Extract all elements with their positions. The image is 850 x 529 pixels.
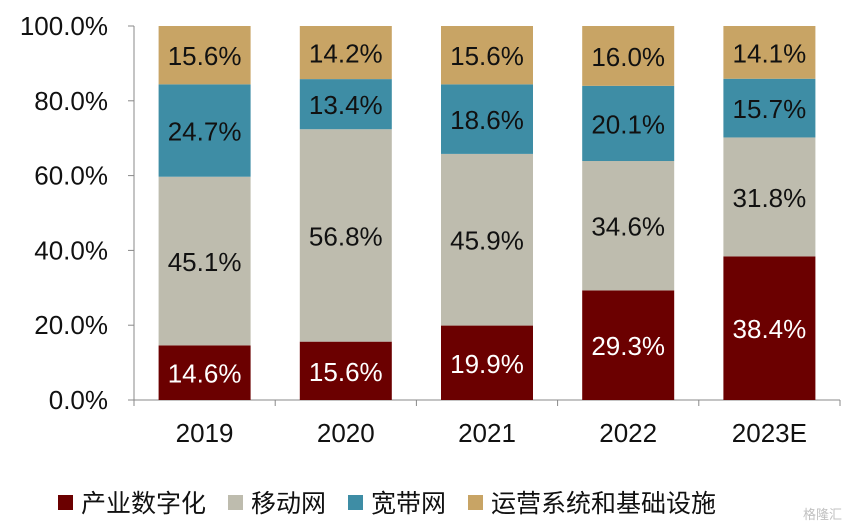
bar-segment: [582, 85, 675, 162]
data-label: 15.6%: [450, 41, 524, 71]
data-label: 38.4%: [733, 314, 807, 344]
bar-segment: [441, 26, 533, 85]
y-tick-label: 40.0%: [34, 235, 108, 265]
data-label: 45.9%: [450, 226, 524, 256]
data-label: 34.6%: [591, 212, 665, 242]
legend-label: 移动网: [251, 489, 327, 518]
bar-segment: [158, 26, 251, 85]
legend-item: 运营系统和基础设施: [468, 484, 716, 520]
bar-segment: [723, 256, 816, 400]
legend-swatch: [228, 494, 244, 510]
bar-segment: [299, 129, 392, 342]
x-tick-label: 2019: [176, 418, 234, 448]
data-label: 14.1%: [733, 38, 807, 68]
bar-segment: [441, 84, 533, 154]
legend-label: 运营系统和基础设施: [491, 489, 717, 518]
bar-segment: [299, 79, 392, 130]
data-label: 15.6%: [168, 41, 242, 71]
data-label: 31.8%: [733, 183, 807, 213]
data-label: 15.7%: [733, 94, 807, 124]
x-tick-label: 2020: [317, 418, 375, 448]
data-label: 14.6%: [168, 359, 242, 389]
data-label: 45.1%: [168, 247, 242, 277]
legend-item: 宽带网: [348, 484, 446, 520]
x-tick-label: 2022: [599, 418, 657, 448]
x-tick-label: 2021: [458, 418, 516, 448]
bar-segment: [723, 78, 816, 138]
stacked-bar-chart: 0.0% 20.0% 40.0% 60.0% 80.0% 100.0% 2019 2020 20…: [20, 11, 841, 448]
bar-segment: [723, 26, 816, 79]
bar-segment: [441, 325, 533, 400]
legend-label: 产业数字化: [81, 489, 207, 518]
bar-segment: [582, 290, 675, 400]
y-tick-label: 100.0%: [20, 11, 108, 41]
legend-swatch: [348, 494, 364, 510]
y-tick-label: 80.0%: [34, 86, 108, 116]
x-tick-label: 2023E: [732, 418, 807, 448]
data-label: 15.6%: [309, 357, 383, 387]
legend-item: 产业数字化: [58, 484, 206, 520]
data-label: 16.0%: [591, 42, 665, 72]
legend-label: 宽带网: [371, 489, 447, 518]
chart-legend: 产业数字化 移动网 宽带网 运营系统和基础设施: [58, 482, 738, 522]
data-label: 13.4%: [309, 90, 383, 120]
legend-swatch: [468, 494, 484, 510]
bar-segment: [582, 161, 675, 291]
bar-segment: [299, 341, 392, 400]
bar-segment: [582, 26, 675, 86]
bar-segment: [299, 26, 392, 80]
data-label: 19.9%: [450, 349, 524, 379]
y-tick-label: 0.0%: [49, 385, 108, 415]
data-label: 56.8%: [309, 221, 383, 251]
y-tick-label: 20.0%: [34, 310, 108, 340]
data-label: 20.1%: [591, 109, 665, 139]
data-label: 14.2%: [309, 39, 383, 69]
bar-segment: [158, 84, 251, 177]
data-label: 18.6%: [450, 105, 524, 135]
watermark: 格隆汇: [802, 508, 842, 523]
legend-swatch: [58, 494, 73, 510]
bar-segment: [441, 153, 533, 326]
data-label: 24.7%: [168, 117, 242, 147]
bar-segment: [158, 345, 251, 400]
y-tick-label: 60.0%: [34, 161, 108, 191]
bar-segment: [158, 176, 251, 346]
data-label: 29.3%: [591, 331, 665, 361]
legend-item: 移动网: [228, 484, 326, 520]
bar-segment: [723, 137, 816, 257]
